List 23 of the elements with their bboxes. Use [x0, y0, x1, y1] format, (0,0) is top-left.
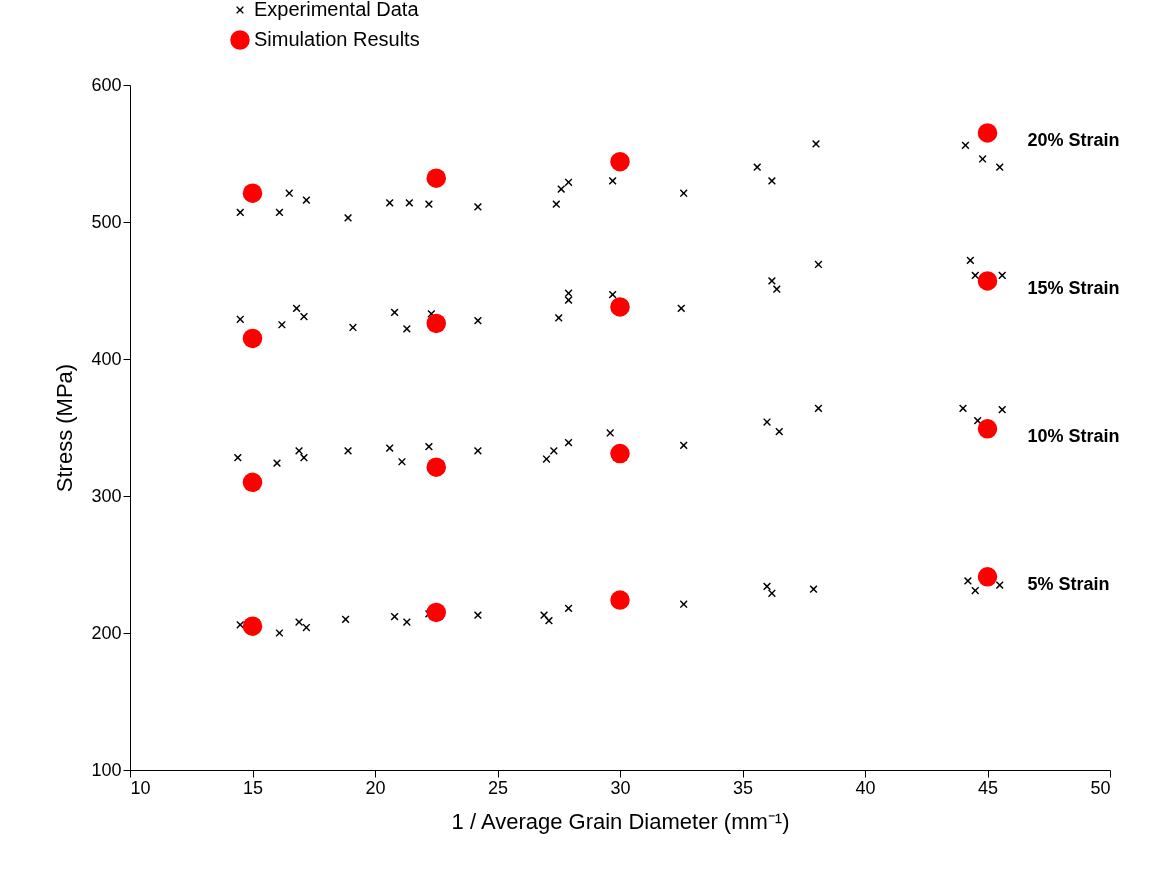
y-tick-label: 600 — [91, 74, 122, 95]
x-tick-label: 30 — [610, 777, 631, 798]
annotation: 5% Strain — [1027, 573, 1110, 594]
annotation: 10% Strain — [1027, 425, 1120, 446]
legend-label: Experimental Data — [254, 0, 420, 20]
x-tick-label: 10 — [130, 777, 151, 798]
legend-label: Simulation Results — [254, 28, 420, 50]
y-tick-label: 400 — [91, 348, 122, 369]
x-tick-label: 20 — [365, 777, 386, 798]
y-tick-label: 200 — [91, 622, 122, 643]
x-tick-label: 50 — [1090, 777, 1111, 798]
y-tick-label: 500 — [91, 211, 122, 232]
x-tick-label: 45 — [977, 777, 999, 798]
x-tick-label: 15 — [242, 777, 264, 798]
y-tick-label: 300 — [91, 485, 122, 506]
annotation: 20% Strain — [1027, 129, 1120, 150]
y-tick-label: 100 — [91, 759, 122, 780]
y-axis-title: Stress (MPa) — [52, 363, 78, 493]
x-tick-label: 35 — [732, 777, 754, 798]
x-tick-label: 40 — [855, 777, 876, 798]
x-tick-label: 25 — [487, 777, 509, 798]
annotation: 15% Strain — [1027, 277, 1120, 298]
x-axis-title: 1 / Average Grain Diameter (mm⁻¹) — [451, 808, 790, 834]
